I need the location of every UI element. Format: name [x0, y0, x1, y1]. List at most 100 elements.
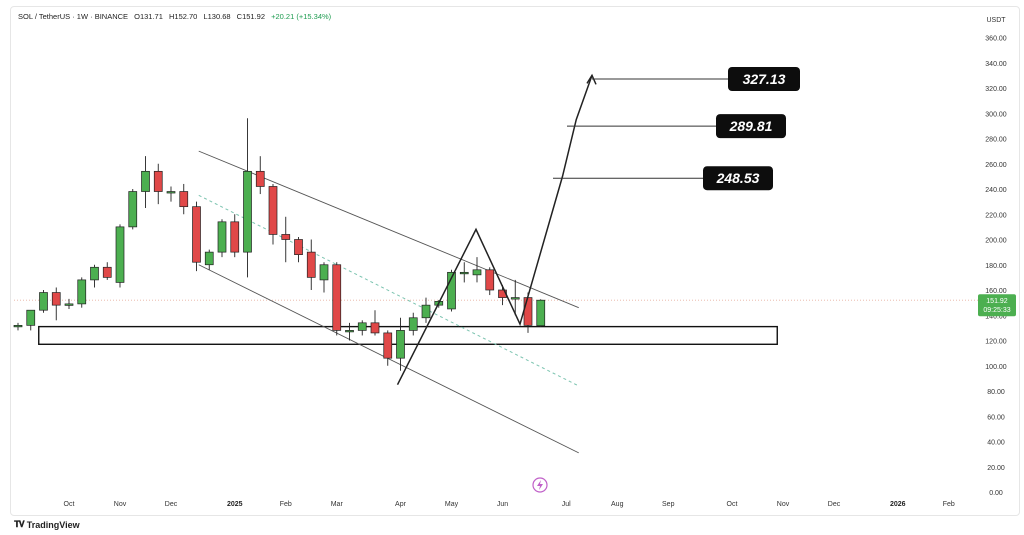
x-tick-label: Oct: [727, 501, 738, 508]
candle-body: [306, 251, 316, 278]
y-tick-label: 300.00: [985, 111, 1007, 118]
target-box: [703, 166, 773, 191]
candle-body: [90, 266, 99, 281]
y-tick-label: 100.00: [985, 364, 1007, 371]
candle-body: [421, 304, 431, 319]
candle-body: [255, 170, 265, 187]
channel-upper-line: [198, 150, 579, 309]
low-value: L130.68: [203, 12, 231, 21]
candle-body: [268, 186, 278, 235]
support-zone: [38, 325, 778, 345]
x-tick-label: Nov: [777, 501, 790, 508]
candle-body: [408, 317, 418, 331]
x-tick-label: Jul: [562, 501, 571, 508]
candle-body: [472, 269, 482, 276]
x-tick-label: Nov: [114, 501, 127, 508]
x-tick-label: Dec: [165, 501, 178, 508]
candle-body: [153, 170, 163, 192]
y-tick-label: 280.00: [985, 137, 1007, 144]
channel-midline: [198, 194, 579, 387]
candle-body: [217, 221, 227, 253]
projection-arrowhead: [586, 73, 597, 85]
tradingview-brand[interactable]: 𝐓𝐕 TradingView: [14, 519, 80, 530]
candle-body: [51, 292, 61, 306]
y-tick-label: 20.00: [987, 465, 1005, 472]
candle-body: [179, 191, 189, 208]
candle-body: [243, 170, 252, 253]
chart-frame: [10, 6, 1020, 516]
x-tick-label: Sep: [662, 501, 675, 508]
candle-body: [64, 303, 74, 306]
candle-body: [319, 264, 329, 281]
y-tick-label: 60.00: [987, 414, 1005, 421]
x-tick-label: Aug: [611, 501, 624, 508]
target-label: 248.53: [716, 170, 760, 186]
candle-body: [77, 279, 87, 305]
candle-body: [204, 251, 214, 266]
channel-lower-line: [198, 264, 579, 454]
candle-body: [115, 226, 125, 283]
y-tick-label: 360.00: [985, 36, 1007, 43]
y-tick-label: 260.00: [985, 162, 1007, 169]
candle-body: [536, 299, 546, 327]
change-value: +20.21 (+15.34%): [271, 12, 332, 21]
open-value: O131.71: [134, 12, 163, 21]
brand-label: TradingView: [26, 519, 80, 530]
candle-body: [13, 325, 23, 328]
x-tick-label: May: [445, 501, 459, 508]
x-tick-label: Dec: [828, 501, 841, 508]
y-tick-label: 240.00: [985, 187, 1007, 194]
y-tick-label: 80.00: [987, 389, 1005, 396]
x-tick-label: 2025: [227, 501, 243, 508]
projection-path: [396, 75, 593, 386]
candle-body: [294, 239, 303, 255]
y-tick-label: 160.00: [985, 288, 1007, 295]
candle-body: [281, 234, 291, 240]
y-tick-label: 0.00: [989, 490, 1003, 497]
target-box: [728, 66, 800, 91]
candle-body: [383, 332, 393, 359]
y-tick-label: 320.00: [985, 86, 1007, 93]
y-tick-label: 40.00: [987, 440, 1005, 447]
candle-body: [192, 206, 201, 263]
candle-body: [485, 269, 495, 291]
high-value: H152.70: [169, 12, 198, 21]
candle-body: [345, 330, 354, 333]
y-tick-label: 340.00: [985, 61, 1007, 68]
currency-label: USDT: [986, 17, 1006, 24]
candle-body: [26, 309, 36, 326]
x-tick-label: Oct: [64, 501, 75, 508]
candle-body: [396, 330, 405, 359]
candle-body: [447, 271, 456, 310]
lightning-bolt-icon: [537, 480, 543, 490]
candle-body: [370, 322, 380, 334]
y-tick-label: 140.00: [985, 313, 1007, 320]
x-tick-label: Apr: [395, 501, 407, 508]
candle-body: [102, 266, 112, 278]
x-tick-label: Feb: [280, 501, 292, 508]
y-tick-label: 220.00: [985, 212, 1007, 219]
target-box: [716, 114, 786, 139]
symbol-label[interactable]: SOL / TetherUS · 1W · BINANCE: [18, 12, 129, 21]
x-tick-label: Mar: [331, 501, 344, 508]
candle-body: [510, 297, 520, 300]
target-label: 327.13: [743, 71, 786, 87]
target-label: 289.81: [729, 118, 773, 134]
y-tick-label: 180.00: [985, 263, 1007, 270]
candle-body: [39, 292, 48, 311]
candle-body: [523, 297, 533, 326]
candle-body: [357, 322, 367, 331]
current-price-tag: [978, 294, 1016, 317]
chart-header: SOL / TetherUS · 1W · BINANCE O131.71 H1…: [18, 12, 335, 21]
tradingview-logo-icon: 𝐓𝐕: [14, 519, 25, 529]
countdown-value: 09:25:33: [983, 307, 1010, 314]
candle-body: [332, 264, 342, 331]
candle-body: [128, 191, 138, 228]
y-tick-label: 200.00: [985, 238, 1007, 245]
x-tick-label: Feb: [943, 501, 955, 508]
candle-body: [141, 170, 150, 192]
y-tick-label: 120.00: [985, 339, 1007, 346]
current-price-value: 151.92: [986, 298, 1008, 305]
x-tick-label: 2026: [890, 501, 906, 508]
